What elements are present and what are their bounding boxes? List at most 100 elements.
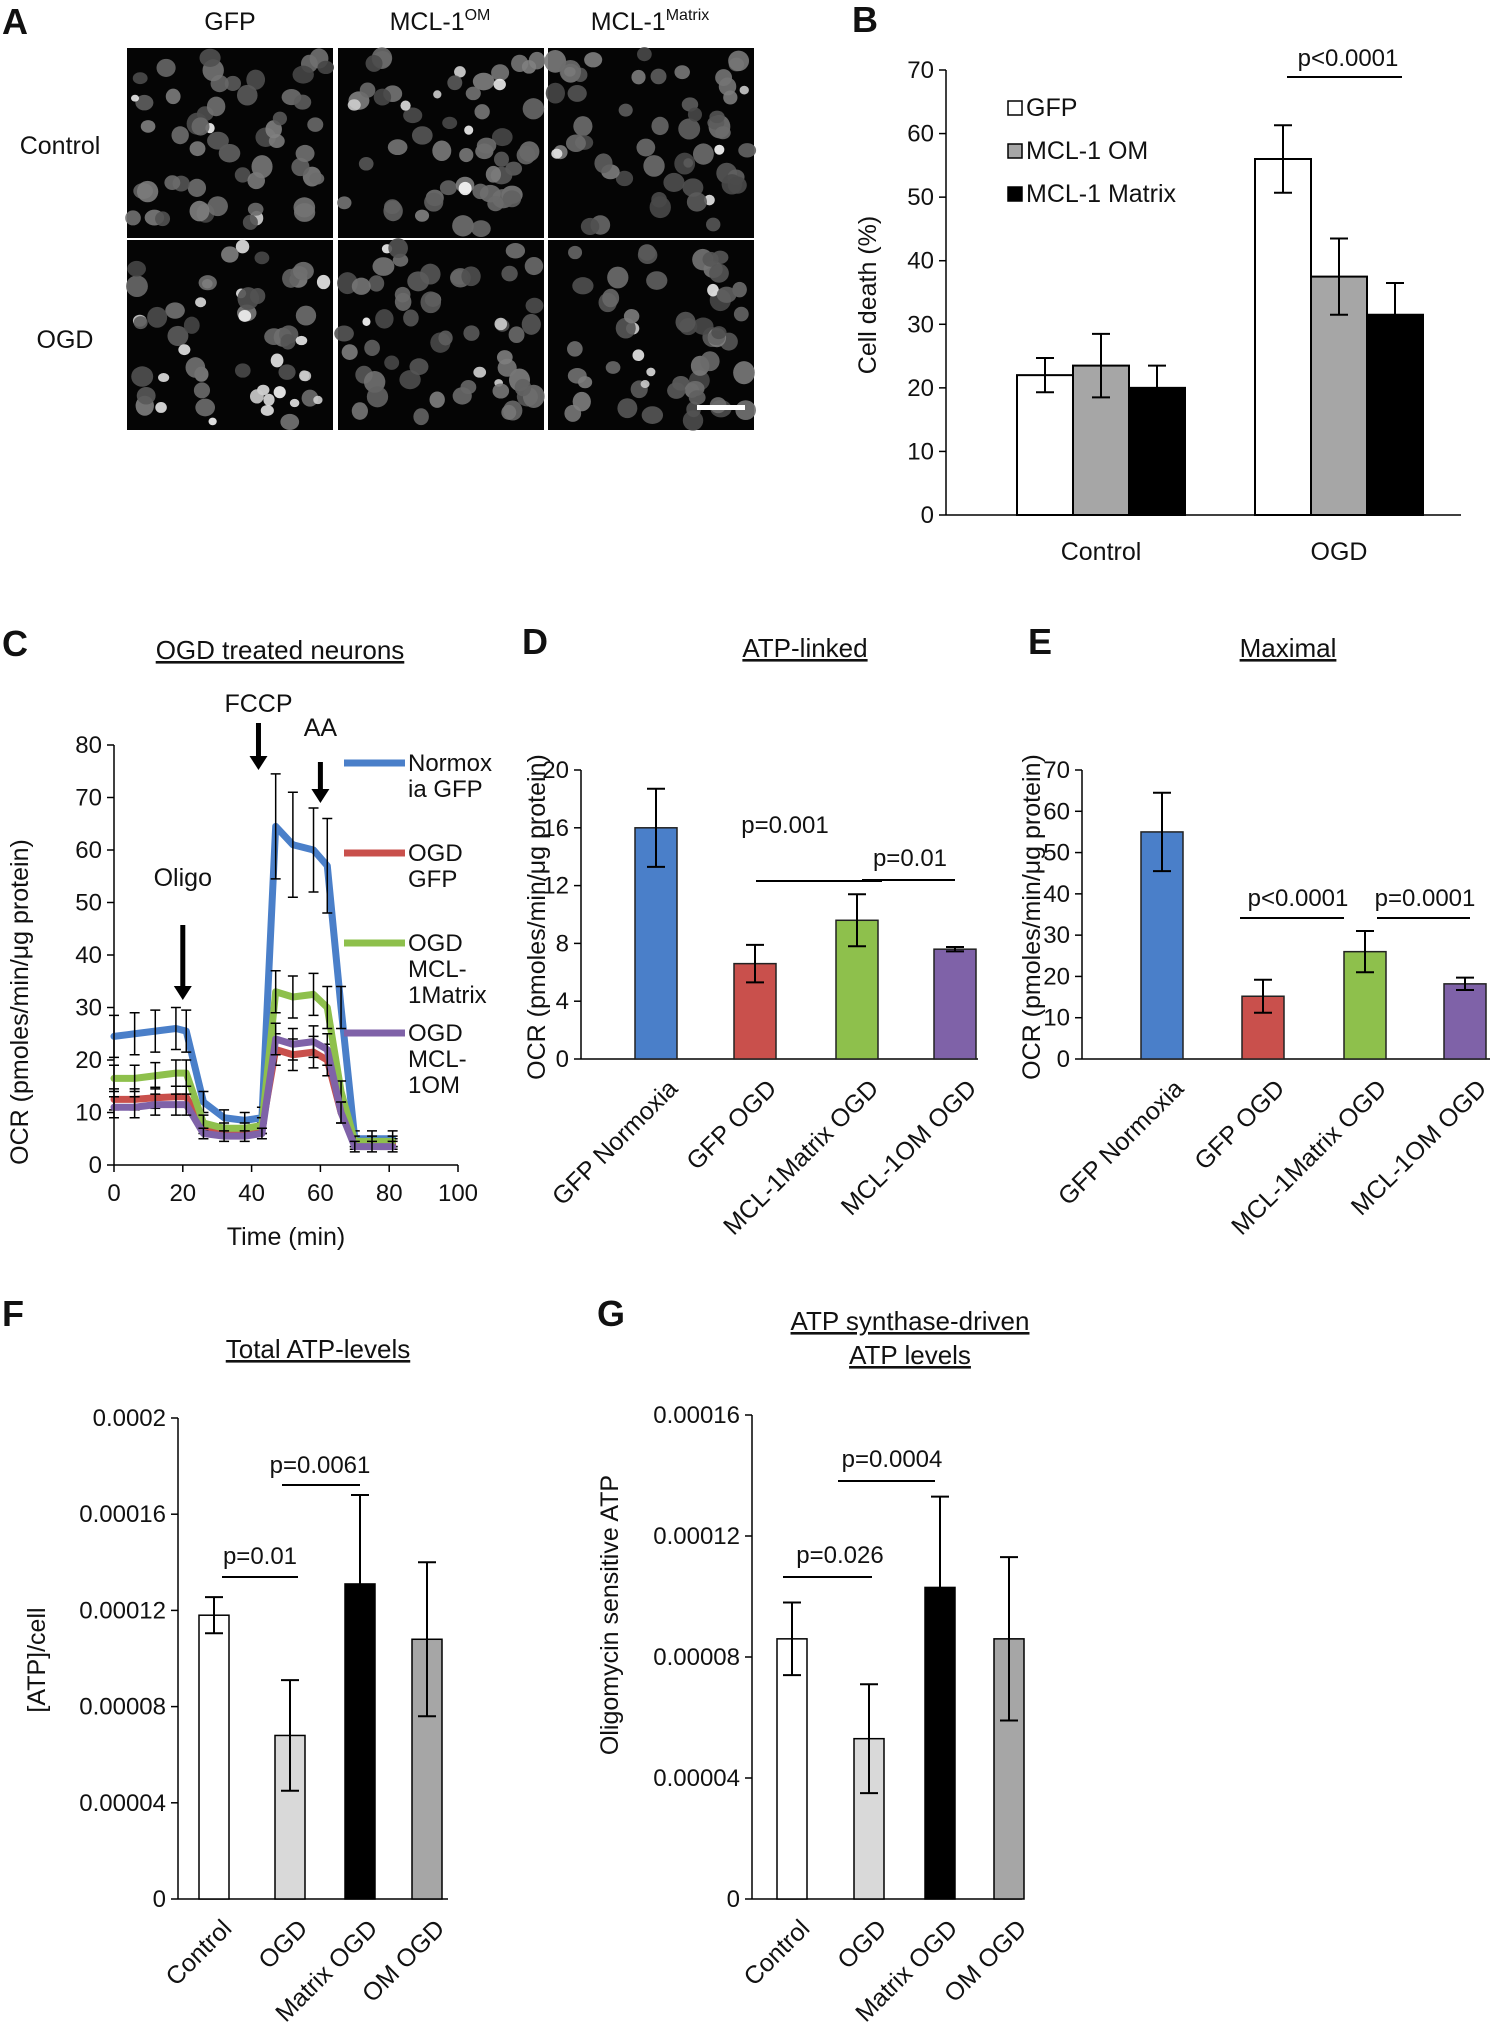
micrograph-control-mcl1-om-nucleus (358, 157, 374, 171)
panel-c-injection-label: Oligo (154, 864, 212, 892)
panel-c-x-tick-label: 60 (307, 1180, 334, 1207)
panel-c-x-tick-label: 40 (238, 1180, 265, 1207)
panel-c-injection-arrowhead (311, 789, 330, 803)
panel-g-label: G (597, 1293, 625, 1334)
panel-b-y-tick-label: 50 (907, 184, 934, 211)
micrograph-ogd-mcl1-matrix-nucleus (577, 376, 593, 389)
panel-d-x-tick-label: GFP OGD (681, 1074, 782, 1175)
micrograph-control-mcl1-matrix-nucleus (559, 59, 582, 83)
micrograph-control-gfp-nucleus (189, 200, 210, 222)
panel-b-y-tick-label: 70 (907, 57, 934, 84)
micrograph-control-gfp-nucleus (224, 75, 242, 92)
micrograph-ogd-gfp-nucleus (273, 386, 286, 399)
micrograph-ogd-mcl1-om-nucleus (384, 355, 400, 370)
micrograph-control-mcl1-matrix-nucleus (715, 69, 733, 87)
legend-swatch-mcl1-matrix (1007, 186, 1023, 202)
micrograph-control-mcl1-om-nucleus (516, 145, 536, 165)
micrograph-ogd-mcl1-matrix-nucleus (675, 311, 696, 333)
micrograph-ogd-mcl1-om-nucleus (438, 330, 453, 346)
micrograph-ogd-mcl1-om-nucleus (496, 350, 513, 365)
panel-b-chart: B Cell death (%) 0 10 20 30 40 50 60 70 Control… (852, 0, 1461, 566)
panel-g-title-line2: ATP levels (849, 1340, 971, 1370)
micrograph-control-mcl1-om-nucleus (464, 125, 474, 135)
micrograph-ogd-mcl1-om-nucleus (351, 402, 368, 420)
micrograph-control-mcl1-matrix-nucleus (618, 103, 633, 117)
micrograph-ogd-mcl1-matrix-nucleus (700, 351, 720, 372)
micrograph-control-mcl1-matrix-nucleus (723, 90, 738, 105)
micrograph-control-mcl1-matrix-nucleus (709, 110, 725, 124)
panel-g-y-tick-label: 0 (727, 1886, 740, 1913)
panel-c-legend-label: MCL- (408, 1046, 467, 1073)
micrograph-control-mcl1-matrix-nucleus (636, 138, 656, 157)
micrograph-control-gfp-nucleus (164, 175, 181, 191)
scale-bar (697, 405, 745, 410)
micrograph-control-gfp-nucleus (136, 180, 159, 203)
micrograph-ogd-mcl1-om-nucleus (375, 309, 394, 329)
panel-c-legend-label: GFP (408, 866, 457, 893)
micrograph-ogd-mcl1-om-nucleus (420, 291, 442, 314)
micrograph-control-mcl1-matrix-nucleus (663, 172, 685, 192)
micrograph-ogd-mcl1-om-nucleus (492, 383, 510, 399)
micrograph-control-mcl1-om-nucleus (465, 86, 481, 101)
micrograph-control-gfp-nucleus (309, 172, 325, 185)
panel-d-y-tick-label: 12 (542, 873, 569, 900)
panel-g-y-tick-label: 0.00008 (653, 1644, 740, 1671)
panel-e-title: Maximal (1240, 633, 1337, 663)
panel-b-y-tick-label: 60 (907, 121, 934, 148)
micrograph-ogd-gfp-nucleus (237, 287, 260, 310)
panel-b-y-axis-label: Cell death (%) (854, 216, 882, 374)
panel-f-y-tick-label: 0.00016 (79, 1501, 166, 1528)
panel-c-y-tick-label: 70 (75, 785, 102, 812)
panel-c-legend-label: OGD (408, 1020, 463, 1047)
micrograph-control-mcl1-om-nucleus (373, 88, 392, 106)
col-label-mcl1-om: MCL-1OM (390, 7, 491, 36)
micrograph-ogd-gfp-nucleus (301, 389, 319, 407)
panel-g-title-line1: ATP synthase-driven (791, 1306, 1030, 1336)
col-label-gfp: GFP (204, 8, 255, 36)
micrograph-control-mcl1-om-nucleus (383, 200, 403, 222)
micrograph-control-mcl1-matrix-nucleus (674, 65, 690, 80)
panel-c-y-tick-label: 40 (75, 942, 102, 969)
panel-e-label: E (1028, 621, 1052, 662)
micrograph-control-mcl1-matrix-nucleus (615, 170, 634, 187)
micrograph-ogd-mcl1-om-nucleus (364, 339, 380, 356)
panel-c-y-tick-label: 0 (89, 1152, 102, 1179)
micrograph-control-gfp-nucleus (155, 211, 171, 227)
panel-b-y-tick-label: 20 (907, 375, 934, 402)
panel-c-legend-label: Normox (408, 750, 492, 777)
micrograph-control-mcl1-om-nucleus (521, 60, 537, 74)
micrograph-control-mcl1-matrix-nucleus (551, 148, 563, 159)
micrograph-ogd-gfp-nucleus (195, 398, 216, 417)
micrograph-ogd-mcl1-om-nucleus (524, 256, 544, 276)
micrograph-control-mcl1-om-nucleus (454, 66, 466, 78)
panel-f-y-tick-label: 0.00004 (79, 1790, 166, 1817)
panel-d-pvalue-2: p=0.01 (873, 845, 947, 872)
micrograph-ogd-mcl1-matrix-nucleus (735, 400, 756, 421)
micrograph-ogd-gfp-nucleus (185, 357, 206, 378)
micrograph-control-mcl1-om-nucleus (522, 98, 545, 120)
micrograph-control-mcl1-om-nucleus (347, 99, 361, 111)
panel-d-y-axis-label: OCR (pmoles/min/μg protein) (523, 754, 551, 1080)
panel-c-injection-label: AA (304, 714, 338, 742)
panel-g-pvalue-2: p=0.0004 (842, 1446, 943, 1473)
micrograph-control-gfp-nucleus (125, 210, 141, 226)
panel-g-y-tick-label: 0.00004 (653, 1765, 740, 1792)
micrograph-control-mcl1-matrix-nucleus (739, 85, 749, 95)
micrograph-ogd-gfp-nucleus (313, 395, 323, 405)
panel-c-injection-arrowhead (173, 986, 192, 1000)
panel-c-injection-label: FCCP (224, 690, 292, 718)
micrograph-ogd-gfp-nucleus (293, 261, 314, 281)
col-label-mcl1-matrix: MCL-1Matrix (591, 7, 710, 36)
micrograph-ogd-gfp-nucleus (260, 405, 274, 416)
micrograph-control-gfp-nucleus (247, 172, 265, 190)
panel-f-label: F (2, 1293, 24, 1334)
panel-c-label: C (2, 623, 28, 664)
micrograph-ogd-mcl1-om-nucleus (514, 378, 532, 397)
micrograph-ogd-gfp-nucleus (155, 402, 167, 413)
panel-b-label: B (852, 0, 878, 40)
micrograph-control-mcl1-matrix-nucleus (643, 155, 665, 177)
micrograph-ogd-mcl1-om-nucleus (368, 275, 385, 292)
micrograph-control-mcl1-om-nucleus (493, 78, 506, 91)
panel-g-x-tick-label: Control (738, 1914, 815, 1991)
